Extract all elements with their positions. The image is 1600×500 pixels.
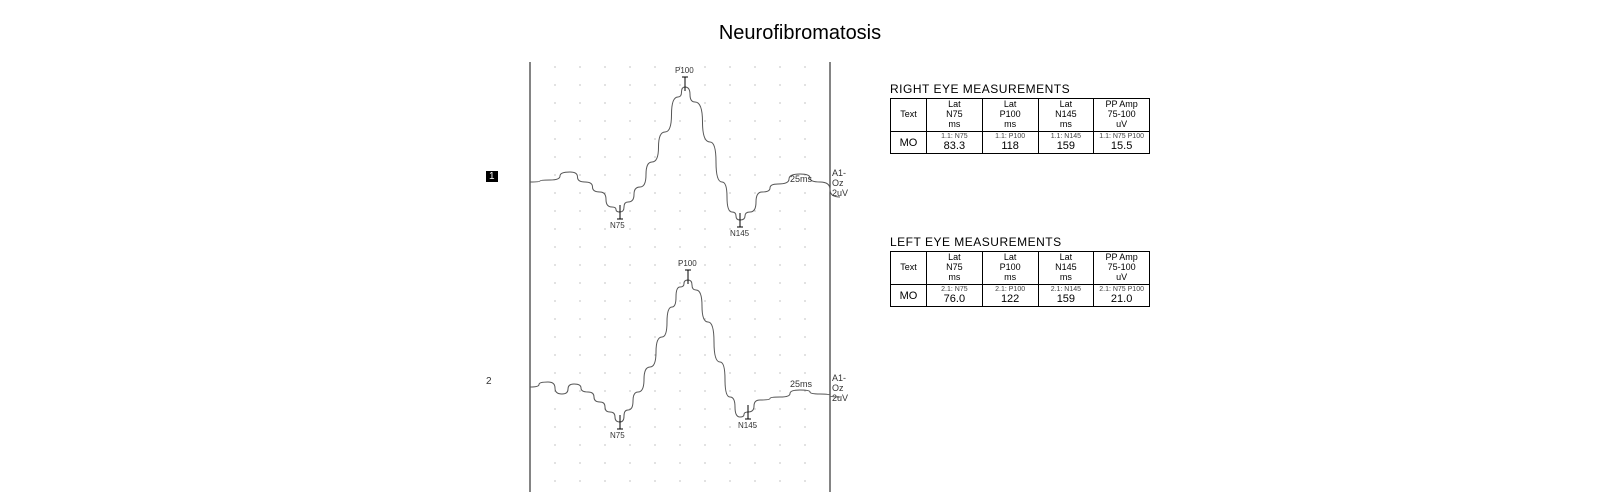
col-header: LatN145ms <box>1038 252 1094 285</box>
right-eye-block: RIGHT EYE MEASUREMENTS TextLatN75msLatP10… <box>890 82 1150 154</box>
col-header: LatN75ms <box>927 99 983 132</box>
left-eye-table: TextLatN75msLatP100msLatN145msPP Amp75-1… <box>890 251 1150 307</box>
right-eye-title: RIGHT EYE MEASUREMENTS <box>890 82 1150 96</box>
cell-value: 159 <box>1038 140 1094 154</box>
waveform-marker-label: P100 <box>675 66 694 75</box>
amp-scale: A1-Oz2uV <box>832 169 848 199</box>
waveform-marker-label: N145 <box>730 229 749 238</box>
col-header: LatP100ms <box>982 252 1038 285</box>
cell-value: 76.0 <box>927 293 983 307</box>
col-header: PP Amp75-100uV <box>1094 252 1150 285</box>
cell-value: 122 <box>982 293 1038 307</box>
waveform-panel: 125msA1-Oz2uVN75P100N145225msA1-Oz2uVN75… <box>500 62 870 492</box>
cell-sub: 1.1: N75 <box>927 131 983 140</box>
left-eye-block: LEFT EYE MEASUREMENTS TextLatN75msLatP100… <box>890 235 1150 307</box>
cell-sub: MO <box>891 131 927 154</box>
cell-value: 21.0 <box>1094 293 1150 307</box>
amp-scale: A1-Oz2uV <box>832 374 848 404</box>
waveform-marker-label: N145 <box>738 421 757 430</box>
waveform-marker-label: N75 <box>610 221 625 230</box>
time-scale: 25ms <box>790 174 812 184</box>
cell-sub: 2.1: N75 P100 <box>1094 284 1150 293</box>
cell-sub: 2.1: N145 <box>1038 284 1094 293</box>
cell-value: 83.3 <box>927 140 983 154</box>
col-header: Text <box>891 252 927 285</box>
cell-sub: MO <box>891 284 927 307</box>
page-title: Neurofibromatosis <box>0 22 1600 45</box>
right-eye-table: TextLatN75msLatP100msLatN145msPP Amp75-1… <box>890 98 1150 154</box>
trace-number: 1 <box>486 171 498 182</box>
col-header: Text <box>891 99 927 132</box>
left-eye-title: LEFT EYE MEASUREMENTS <box>890 235 1150 249</box>
cell-value: 118 <box>982 140 1038 154</box>
col-header: LatN75ms <box>927 252 983 285</box>
cell-value: 159 <box>1038 293 1094 307</box>
cell-sub: 1.1: N145 <box>1038 131 1094 140</box>
cell-value: 15.5 <box>1094 140 1150 154</box>
cell-sub: 2.1: N75 <box>927 284 983 293</box>
cell-sub: 2.1: P100 <box>982 284 1038 293</box>
col-header: PP Amp75-100uV <box>1094 99 1150 132</box>
waveform-marker-label: N75 <box>610 431 625 440</box>
waveform-marker-label: P100 <box>678 259 697 268</box>
col-header: LatP100ms <box>982 99 1038 132</box>
cell-sub: 1.1: P100 <box>982 131 1038 140</box>
trace-number: 2 <box>486 376 492 387</box>
time-scale: 25ms <box>790 379 812 389</box>
col-header: LatN145ms <box>1038 99 1094 132</box>
cell-sub: 1.1: N75 P100 <box>1094 131 1150 140</box>
